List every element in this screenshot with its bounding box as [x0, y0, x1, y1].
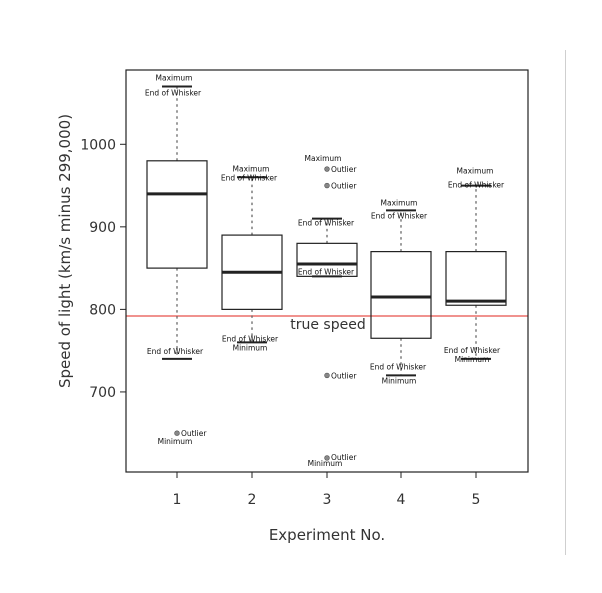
iqr-box-5: [445, 251, 507, 306]
outlier-point-3-970: [324, 166, 330, 172]
box-4: [370, 209, 432, 377]
annotation-3: Outlier: [181, 429, 207, 438]
boxes-group: [146, 85, 507, 461]
annotation-7: End of Whisker: [222, 334, 279, 343]
annotation-9: Maximum: [305, 154, 342, 163]
annotation-12: End of Whisker: [298, 219, 355, 228]
page-divider: [565, 50, 566, 555]
outlier-point-3-620: [324, 455, 330, 461]
y-axis-label: Speed of light (km/s minus 299,000): [56, 114, 74, 388]
outlier-point-3-720: [324, 372, 330, 379]
annotation-21: Maximum: [457, 167, 494, 176]
annotation-10: Outlier: [331, 165, 357, 174]
annotation-15: Outlier: [331, 453, 357, 462]
annotation-5: Maximum: [233, 164, 270, 173]
reference-line-group: true speed: [126, 315, 528, 333]
true-speed-label: true speed: [290, 317, 365, 333]
iqr-box-1: [146, 160, 208, 269]
annotation-1: End of Whisker: [145, 89, 202, 98]
annotation-24: Minimum: [455, 355, 490, 364]
x-axis-ticks: 1 2 3 4 5: [173, 472, 481, 508]
box-1: [146, 85, 208, 436]
box-2: [221, 176, 283, 344]
y-tick-label-700: 700: [89, 385, 116, 401]
annotation-23: End of Whisker: [444, 346, 501, 355]
annotation-2: End of Whisker: [147, 347, 204, 356]
outlier-point-1-650: [174, 430, 180, 436]
annotation-14: Outlier: [331, 371, 357, 380]
iqr-box-4: [370, 251, 432, 339]
iqr-box-3: [296, 242, 358, 277]
outlier-point-3-950: [324, 182, 330, 189]
annotation-18: End of Whisker: [371, 211, 428, 220]
annotation-4: Minimum: [158, 437, 193, 446]
annotation-0: Maximum: [156, 74, 193, 83]
annotation-13: End of Whisker: [298, 267, 355, 276]
x-axis-label: Experiment No.: [269, 526, 385, 544]
y-tick-label-900: 900: [89, 220, 116, 236]
annotation-17: Maximum: [381, 198, 418, 207]
x-tick-label-3: 3: [323, 492, 332, 508]
y-axis-ticks: 700 800 900 1000: [80, 137, 126, 401]
x-tick-label-1: 1: [173, 492, 182, 508]
x-tick-label-2: 2: [248, 492, 257, 508]
x-tick-label-5: 5: [472, 492, 481, 508]
y-tick-label-800: 800: [89, 302, 116, 318]
box-3: [296, 166, 358, 461]
annotation-22: End of Whisker: [448, 181, 505, 190]
box-5: [445, 184, 507, 360]
x-tick-label-4: 4: [397, 492, 406, 508]
y-tick-label-1000: 1000: [80, 137, 116, 153]
annotation-11: Outlier: [331, 182, 357, 191]
annotation-16: Minimum: [308, 459, 343, 468]
annotation-8: Minimum: [233, 343, 268, 352]
annotation-19: End of Whisker: [370, 362, 427, 371]
annotation-6: End of Whisker: [221, 173, 278, 182]
annotation-20: Minimum: [382, 376, 417, 385]
